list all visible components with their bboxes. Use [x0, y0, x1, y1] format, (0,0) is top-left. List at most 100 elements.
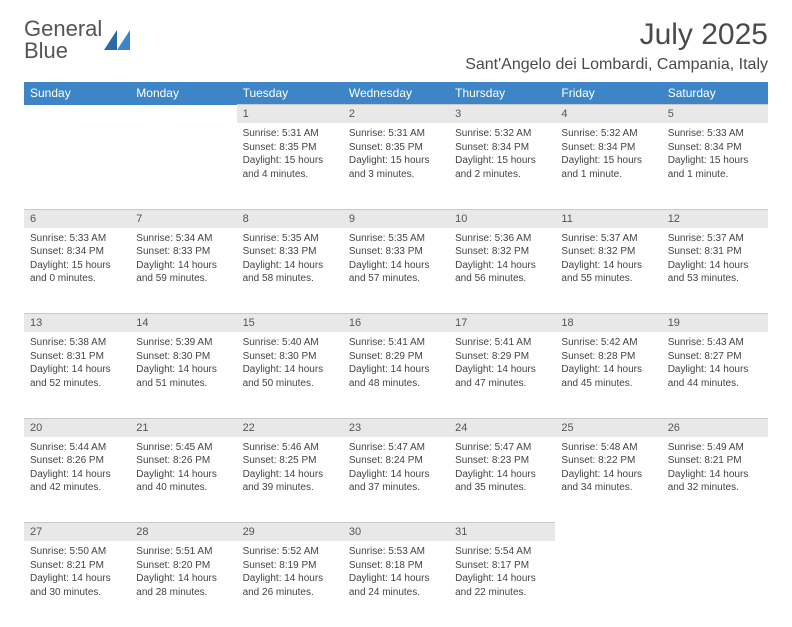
day-sunrise: Sunrise: 5:34 AM — [136, 232, 230, 246]
day-day2: and 52 minutes. — [30, 377, 124, 391]
day-cell: Sunrise: 5:47 AMSunset: 8:24 PMDaylight:… — [343, 437, 449, 523]
day-sunset: Sunset: 8:34 PM — [668, 141, 762, 155]
day-sunrise: Sunrise: 5:38 AM — [30, 336, 124, 350]
day-sunrise: Sunrise: 5:51 AM — [136, 545, 230, 559]
day-cell: Sunrise: 5:39 AMSunset: 8:30 PMDaylight:… — [130, 332, 236, 418]
day-number: 27 — [30, 526, 42, 538]
day-sunset: Sunset: 8:34 PM — [561, 141, 655, 155]
day-cell: Sunrise: 5:32 AMSunset: 8:34 PMDaylight:… — [555, 123, 661, 209]
day-day1: Daylight: 14 hours — [243, 468, 337, 482]
title-block: July 2025 Sant'Angelo dei Lombardi, Camp… — [465, 18, 768, 74]
day-day1: Daylight: 14 hours — [455, 259, 549, 273]
day-number: 1 — [243, 108, 249, 120]
day-number-cell: 22 — [237, 418, 343, 437]
day-sunset: Sunset: 8:26 PM — [30, 454, 124, 468]
day-number-cell — [130, 105, 236, 124]
brand-logo: General Blue — [24, 18, 130, 62]
day-number: 26 — [668, 422, 680, 434]
day-number: 12 — [668, 213, 680, 225]
day-day2: and 55 minutes. — [561, 272, 655, 286]
brand-line2: Blue — [24, 40, 102, 62]
day-day2: and 28 minutes. — [136, 586, 230, 600]
day-sunset: Sunset: 8:33 PM — [243, 245, 337, 259]
day-number-cell: 11 — [555, 209, 661, 228]
day-number-cell: 7 — [130, 209, 236, 228]
day-number-cell: 4 — [555, 105, 661, 124]
day-number-cell: 13 — [24, 314, 130, 333]
day-day2: and 40 minutes. — [136, 481, 230, 495]
day-day2: and 4 minutes. — [243, 168, 337, 182]
day-sunrise: Sunrise: 5:53 AM — [349, 545, 443, 559]
day-number-cell: 3 — [449, 105, 555, 124]
day-number-row: 12345 — [24, 105, 768, 124]
day-number: 23 — [349, 422, 361, 434]
day-number: 31 — [455, 526, 467, 538]
day-cell: Sunrise: 5:41 AMSunset: 8:29 PMDaylight:… — [449, 332, 555, 418]
day-sunrise: Sunrise: 5:47 AM — [349, 441, 443, 455]
day-day1: Daylight: 14 hours — [455, 363, 549, 377]
day-day2: and 58 minutes. — [243, 272, 337, 286]
day-day1: Daylight: 14 hours — [136, 572, 230, 586]
day-sunset: Sunset: 8:22 PM — [561, 454, 655, 468]
day-number-row: 6789101112 — [24, 209, 768, 228]
day-number-cell — [555, 523, 661, 542]
day-day1: Daylight: 15 hours — [561, 154, 655, 168]
day-number: 11 — [561, 213, 572, 225]
day-number-row: 2728293031 — [24, 523, 768, 542]
day-day1: Daylight: 14 hours — [243, 363, 337, 377]
calendar-body: 12345Sunrise: 5:31 AMSunset: 8:35 PMDayl… — [24, 105, 768, 627]
day-sunset: Sunset: 8:27 PM — [668, 350, 762, 364]
day-number-cell: 5 — [662, 105, 768, 124]
day-number: 15 — [243, 317, 255, 329]
day-sunrise: Sunrise: 5:50 AM — [30, 545, 124, 559]
day-day1: Daylight: 14 hours — [30, 363, 124, 377]
day-sunset: Sunset: 8:26 PM — [136, 454, 230, 468]
day-cell: Sunrise: 5:36 AMSunset: 8:32 PMDaylight:… — [449, 228, 555, 314]
day-day2: and 0 minutes. — [30, 272, 124, 286]
day-number: 18 — [561, 317, 573, 329]
day-day1: Daylight: 14 hours — [455, 572, 549, 586]
weekday-header: Thursday — [449, 82, 555, 105]
day-cell: Sunrise: 5:31 AMSunset: 8:35 PMDaylight:… — [343, 123, 449, 209]
day-sunrise: Sunrise: 5:36 AM — [455, 232, 549, 246]
day-day2: and 44 minutes. — [668, 377, 762, 391]
day-sunset: Sunset: 8:32 PM — [455, 245, 549, 259]
day-day1: Daylight: 14 hours — [349, 468, 443, 482]
day-number-cell — [662, 523, 768, 542]
day-sunrise: Sunrise: 5:47 AM — [455, 441, 549, 455]
day-cell: Sunrise: 5:48 AMSunset: 8:22 PMDaylight:… — [555, 437, 661, 523]
day-cell: Sunrise: 5:35 AMSunset: 8:33 PMDaylight:… — [343, 228, 449, 314]
day-sunrise: Sunrise: 5:45 AM — [136, 441, 230, 455]
day-body-row: Sunrise: 5:50 AMSunset: 8:21 PMDaylight:… — [24, 541, 768, 627]
day-day2: and 1 minute. — [561, 168, 655, 182]
day-day1: Daylight: 14 hours — [561, 363, 655, 377]
day-day1: Daylight: 14 hours — [349, 259, 443, 273]
day-number-cell: 10 — [449, 209, 555, 228]
day-cell: Sunrise: 5:33 AMSunset: 8:34 PMDaylight:… — [24, 228, 130, 314]
day-sunrise: Sunrise: 5:32 AM — [561, 127, 655, 141]
day-sunrise: Sunrise: 5:46 AM — [243, 441, 337, 455]
day-number-cell: 6 — [24, 209, 130, 228]
day-cell — [662, 541, 768, 627]
day-cell: Sunrise: 5:44 AMSunset: 8:26 PMDaylight:… — [24, 437, 130, 523]
day-number-cell: 24 — [449, 418, 555, 437]
day-body-row: Sunrise: 5:44 AMSunset: 8:26 PMDaylight:… — [24, 437, 768, 523]
day-sunrise: Sunrise: 5:43 AM — [668, 336, 762, 350]
day-cell: Sunrise: 5:46 AMSunset: 8:25 PMDaylight:… — [237, 437, 343, 523]
day-number-cell: 17 — [449, 314, 555, 333]
day-sunset: Sunset: 8:17 PM — [455, 559, 549, 573]
day-cell: Sunrise: 5:31 AMSunset: 8:35 PMDaylight:… — [237, 123, 343, 209]
day-number: 8 — [243, 213, 249, 225]
day-day1: Daylight: 14 hours — [668, 363, 762, 377]
day-sunrise: Sunrise: 5:37 AM — [668, 232, 762, 246]
day-day2: and 56 minutes. — [455, 272, 549, 286]
day-day1: Daylight: 14 hours — [30, 468, 124, 482]
day-number: 29 — [243, 526, 255, 538]
brand-line1: General — [24, 18, 102, 40]
day-number: 10 — [455, 213, 467, 225]
day-sunrise: Sunrise: 5:44 AM — [30, 441, 124, 455]
day-day2: and 45 minutes. — [561, 377, 655, 391]
day-sunset: Sunset: 8:20 PM — [136, 559, 230, 573]
day-day2: and 30 minutes. — [30, 586, 124, 600]
day-day1: Daylight: 14 hours — [136, 259, 230, 273]
